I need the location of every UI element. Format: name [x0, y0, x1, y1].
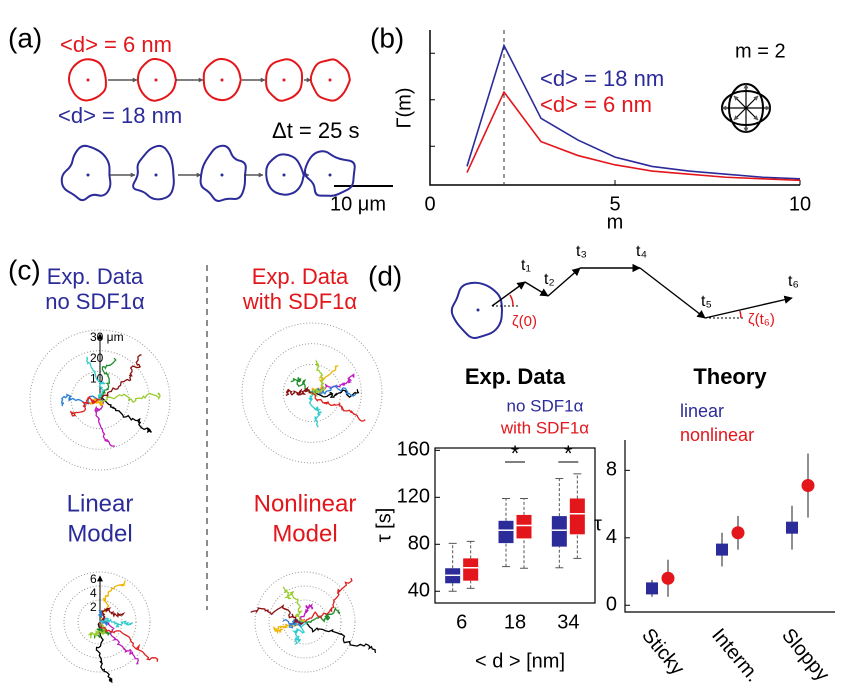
time-label: t₆ [788, 273, 799, 290]
time-label: t₂ [544, 271, 555, 288]
marker [802, 479, 815, 492]
title: no SDF1α [45, 289, 145, 314]
cell-center [87, 174, 90, 177]
legend-label: no SDF1α [507, 396, 584, 415]
cell-center [221, 79, 224, 82]
legend-label: <d> = 6 nm [540, 92, 652, 117]
legend-label: nonlinear [680, 425, 754, 445]
angle-label: ζ(t₆) [748, 311, 775, 328]
chart-title: Theory [693, 364, 767, 389]
angle-label: ζ(0) [512, 313, 537, 330]
model-label: Nonlinear [254, 490, 357, 517]
r-tick-label: 4 [90, 586, 97, 600]
cell-center [221, 174, 224, 177]
panel-label: (b) [370, 22, 404, 53]
time-label: t₃ [576, 243, 587, 260]
title: Exp. Data [252, 264, 349, 289]
label-small: <d> = 6 nm [60, 32, 172, 57]
marker [786, 522, 798, 534]
marker [662, 572, 675, 585]
figure: (a)(b)(c)(d)<d> = 6 nm<d> = 18 nmΔt = 25… [0, 0, 848, 688]
r-tick-label: 2 [90, 600, 97, 614]
cell-center [477, 309, 480, 312]
model-label: Linear [67, 490, 134, 517]
y-tick-label: 160 [397, 439, 430, 461]
r-tick-label: 30 μm [90, 330, 124, 344]
panel-label: (a) [8, 22, 42, 53]
x-tick-label: 6 [456, 611, 467, 633]
marker [716, 544, 728, 556]
x-tick-label: 0 [424, 193, 435, 215]
marker [732, 526, 745, 539]
title: with SDF1α [242, 289, 357, 314]
x-axis-label: < d > [nm] [475, 650, 565, 672]
y-tick-label: 0 [606, 594, 617, 616]
x-tick-label: 10 [789, 193, 811, 215]
box [517, 515, 532, 538]
model-label: Model [67, 520, 132, 547]
r-tick-label: 6 [90, 572, 97, 586]
cell-center [87, 79, 90, 82]
r-tick-label: 20 [90, 351, 104, 365]
x-axis-label: m [607, 211, 624, 233]
cell-center [155, 79, 158, 82]
y-axis-label: τ [594, 513, 602, 535]
x-tick-label: 34 [557, 611, 579, 633]
time-label: t₅ [701, 293, 712, 310]
annotation: m = 2 [735, 40, 786, 62]
box [499, 521, 514, 543]
y-tick-label: 8 [606, 459, 617, 481]
label-large: <d> = 18 nm [58, 103, 182, 128]
time-label: t₄ [636, 243, 647, 260]
y-tick-label: 120 [397, 486, 430, 508]
legend-label: with SDF1α [500, 418, 589, 437]
cell-center [283, 79, 286, 82]
cell-center [329, 174, 332, 177]
panel-label: (c) [8, 254, 41, 285]
y-tick-label: 80 [408, 533, 430, 555]
box [570, 498, 585, 534]
time-label: t₁ [521, 257, 531, 274]
y-axis-label: Γ(m) [393, 88, 415, 129]
y-tick-label: 40 [408, 580, 430, 602]
panel-label: (d) [368, 260, 402, 291]
model-label: Model [272, 520, 337, 547]
box [463, 558, 478, 580]
title: Exp. Data [47, 264, 144, 289]
cell-center [283, 174, 286, 177]
chart-title: Exp. Data [465, 364, 566, 389]
legend-label: linear [680, 401, 724, 421]
y-tick-label: 4 [606, 526, 617, 548]
interval-label: Δt = 25 s [272, 118, 359, 143]
x-tick-label: 18 [504, 611, 526, 633]
scale-label: 10 μm [330, 193, 386, 215]
box [552, 516, 567, 547]
cell-center [155, 174, 158, 177]
legend-label: <d> = 18 nm [540, 66, 664, 91]
y-axis-label: τ [s] [373, 508, 395, 543]
marker [646, 582, 658, 594]
cell-center [329, 79, 332, 82]
